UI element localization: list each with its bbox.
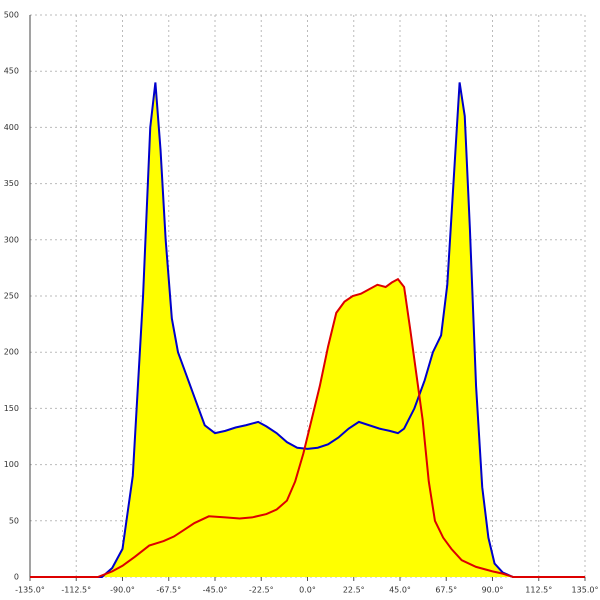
- x-tick-label: 112.5°: [525, 586, 552, 595]
- area-fill: [30, 82, 585, 577]
- y-tick-label: 0: [14, 573, 19, 582]
- x-tick-label: 0.0°: [299, 586, 316, 595]
- x-tick-label: -90.0°: [110, 586, 135, 595]
- y-tick-label: 250: [4, 292, 19, 301]
- series-line: [30, 82, 585, 578]
- x-tick-label: -22.5°: [249, 586, 274, 595]
- y-tick-label: 200: [4, 348, 19, 357]
- area-fill: [30, 279, 585, 577]
- y-tick-label: 500: [4, 11, 19, 20]
- x-tick-label: 22.5°: [343, 586, 365, 595]
- y-tick-label: 300: [4, 235, 19, 244]
- y-tick-label: 50: [9, 516, 19, 525]
- x-tick-label: -45.0°: [203, 586, 228, 595]
- y-tick-label: 400: [4, 123, 19, 132]
- x-tick-label: -135.0°: [15, 586, 45, 595]
- y-tick-label: 100: [4, 460, 19, 469]
- y-tick-label: 350: [4, 179, 19, 188]
- x-tick-label: -67.5°: [156, 586, 181, 595]
- y-tick-label: 450: [4, 67, 19, 76]
- x-tick-label: 67.5°: [435, 586, 457, 595]
- x-tick-label: 45.0°: [389, 586, 411, 595]
- y-tick-label: 150: [4, 404, 19, 413]
- x-tick-label: 135.0°: [572, 586, 599, 595]
- x-tick-label: -112.5°: [61, 586, 91, 595]
- x-tick-label: 90.0°: [482, 586, 504, 595]
- series-line: [30, 277, 585, 578]
